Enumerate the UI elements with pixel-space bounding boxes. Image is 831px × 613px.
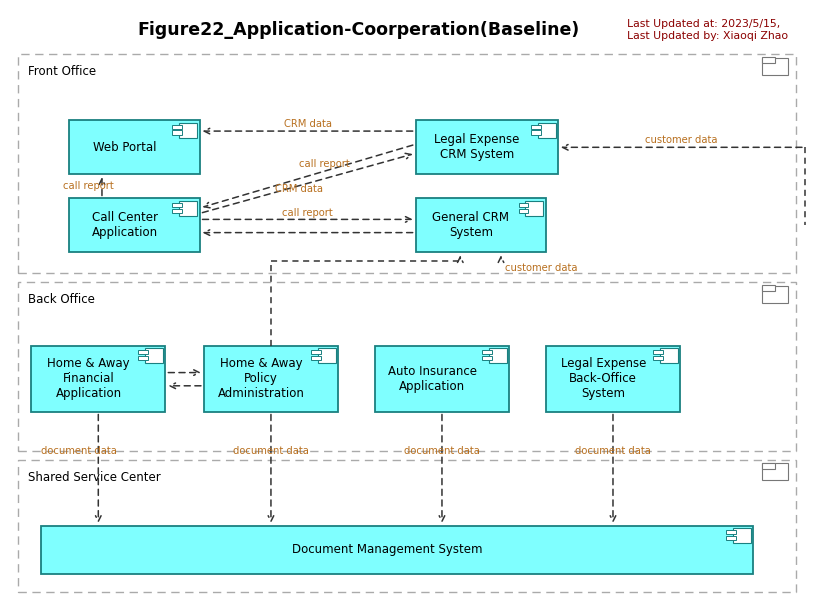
Bar [538,123,556,138]
Bar [317,348,336,363]
Bar [173,203,182,207]
Text: Back Office: Back Office [28,293,95,306]
Text: Figure22_Application-Coorperation(Baseline): Figure22_Application-Coorperation(Baseli… [137,21,579,39]
FancyBboxPatch shape [204,346,338,412]
Bar [726,536,736,540]
Text: Legal Expense
CRM System: Legal Expense CRM System [435,133,519,161]
Text: document data: document data [42,446,117,456]
Text: Shared Service Center: Shared Service Center [28,471,160,484]
Text: Home & Away
Financial
Application: Home & Away Financial Application [47,357,130,400]
Bar [179,123,197,138]
Text: call report: call report [63,181,114,191]
Text: document data: document data [233,446,309,456]
Text: document data: document data [575,446,651,456]
Bar [653,350,663,354]
FancyBboxPatch shape [69,199,199,253]
Bar [179,201,197,216]
Bar [311,356,321,360]
FancyBboxPatch shape [41,526,754,574]
Bar [173,208,182,213]
Bar [145,348,163,363]
Bar [761,286,788,303]
Bar [173,125,182,129]
Bar [519,208,529,213]
Bar [726,530,736,535]
Text: Home & Away
Policy
Administration: Home & Away Policy Administration [218,357,305,400]
Text: Call Center
Application: Call Center Application [91,211,158,240]
Bar [761,57,774,63]
Text: General CRM
System: General CRM System [432,211,509,240]
FancyBboxPatch shape [416,120,558,174]
FancyBboxPatch shape [31,346,165,412]
FancyBboxPatch shape [375,346,509,412]
Bar [660,348,678,363]
Text: Legal Expense
Back-Office
System: Legal Expense Back-Office System [561,357,646,400]
Text: CRM data: CRM data [283,119,332,129]
Bar [761,463,788,480]
Text: customer data: customer data [505,262,578,273]
Bar [733,528,751,543]
Bar [138,356,148,360]
FancyBboxPatch shape [416,199,546,253]
Bar [519,203,529,207]
Bar [482,356,492,360]
Bar [525,201,543,216]
Bar [761,286,774,291]
Bar [761,58,788,75]
Text: CRM data: CRM data [275,185,323,194]
Bar [653,356,663,360]
Bar [761,463,774,469]
Text: call report: call report [298,159,349,169]
Bar [531,125,541,129]
Text: document data: document data [404,446,480,456]
FancyBboxPatch shape [69,120,199,174]
Bar [311,350,321,354]
Bar [138,350,148,354]
Bar [489,348,507,363]
Bar [482,350,492,354]
Text: Last Updated by: Xiaoqi Zhao: Last Updated by: Xiaoqi Zhao [627,31,789,41]
Text: Web Portal: Web Portal [93,141,156,154]
Text: call report: call report [283,208,333,218]
FancyBboxPatch shape [546,346,680,412]
Text: Auto Insurance
Application: Auto Insurance Application [388,365,477,392]
Text: Last Updated at: 2023/5/15,: Last Updated at: 2023/5/15, [627,19,780,29]
Text: customer data: customer data [645,135,718,145]
Text: Front Office: Front Office [28,65,96,78]
Bar [173,131,182,135]
Text: Document Management System: Document Management System [293,543,483,557]
Bar [531,131,541,135]
